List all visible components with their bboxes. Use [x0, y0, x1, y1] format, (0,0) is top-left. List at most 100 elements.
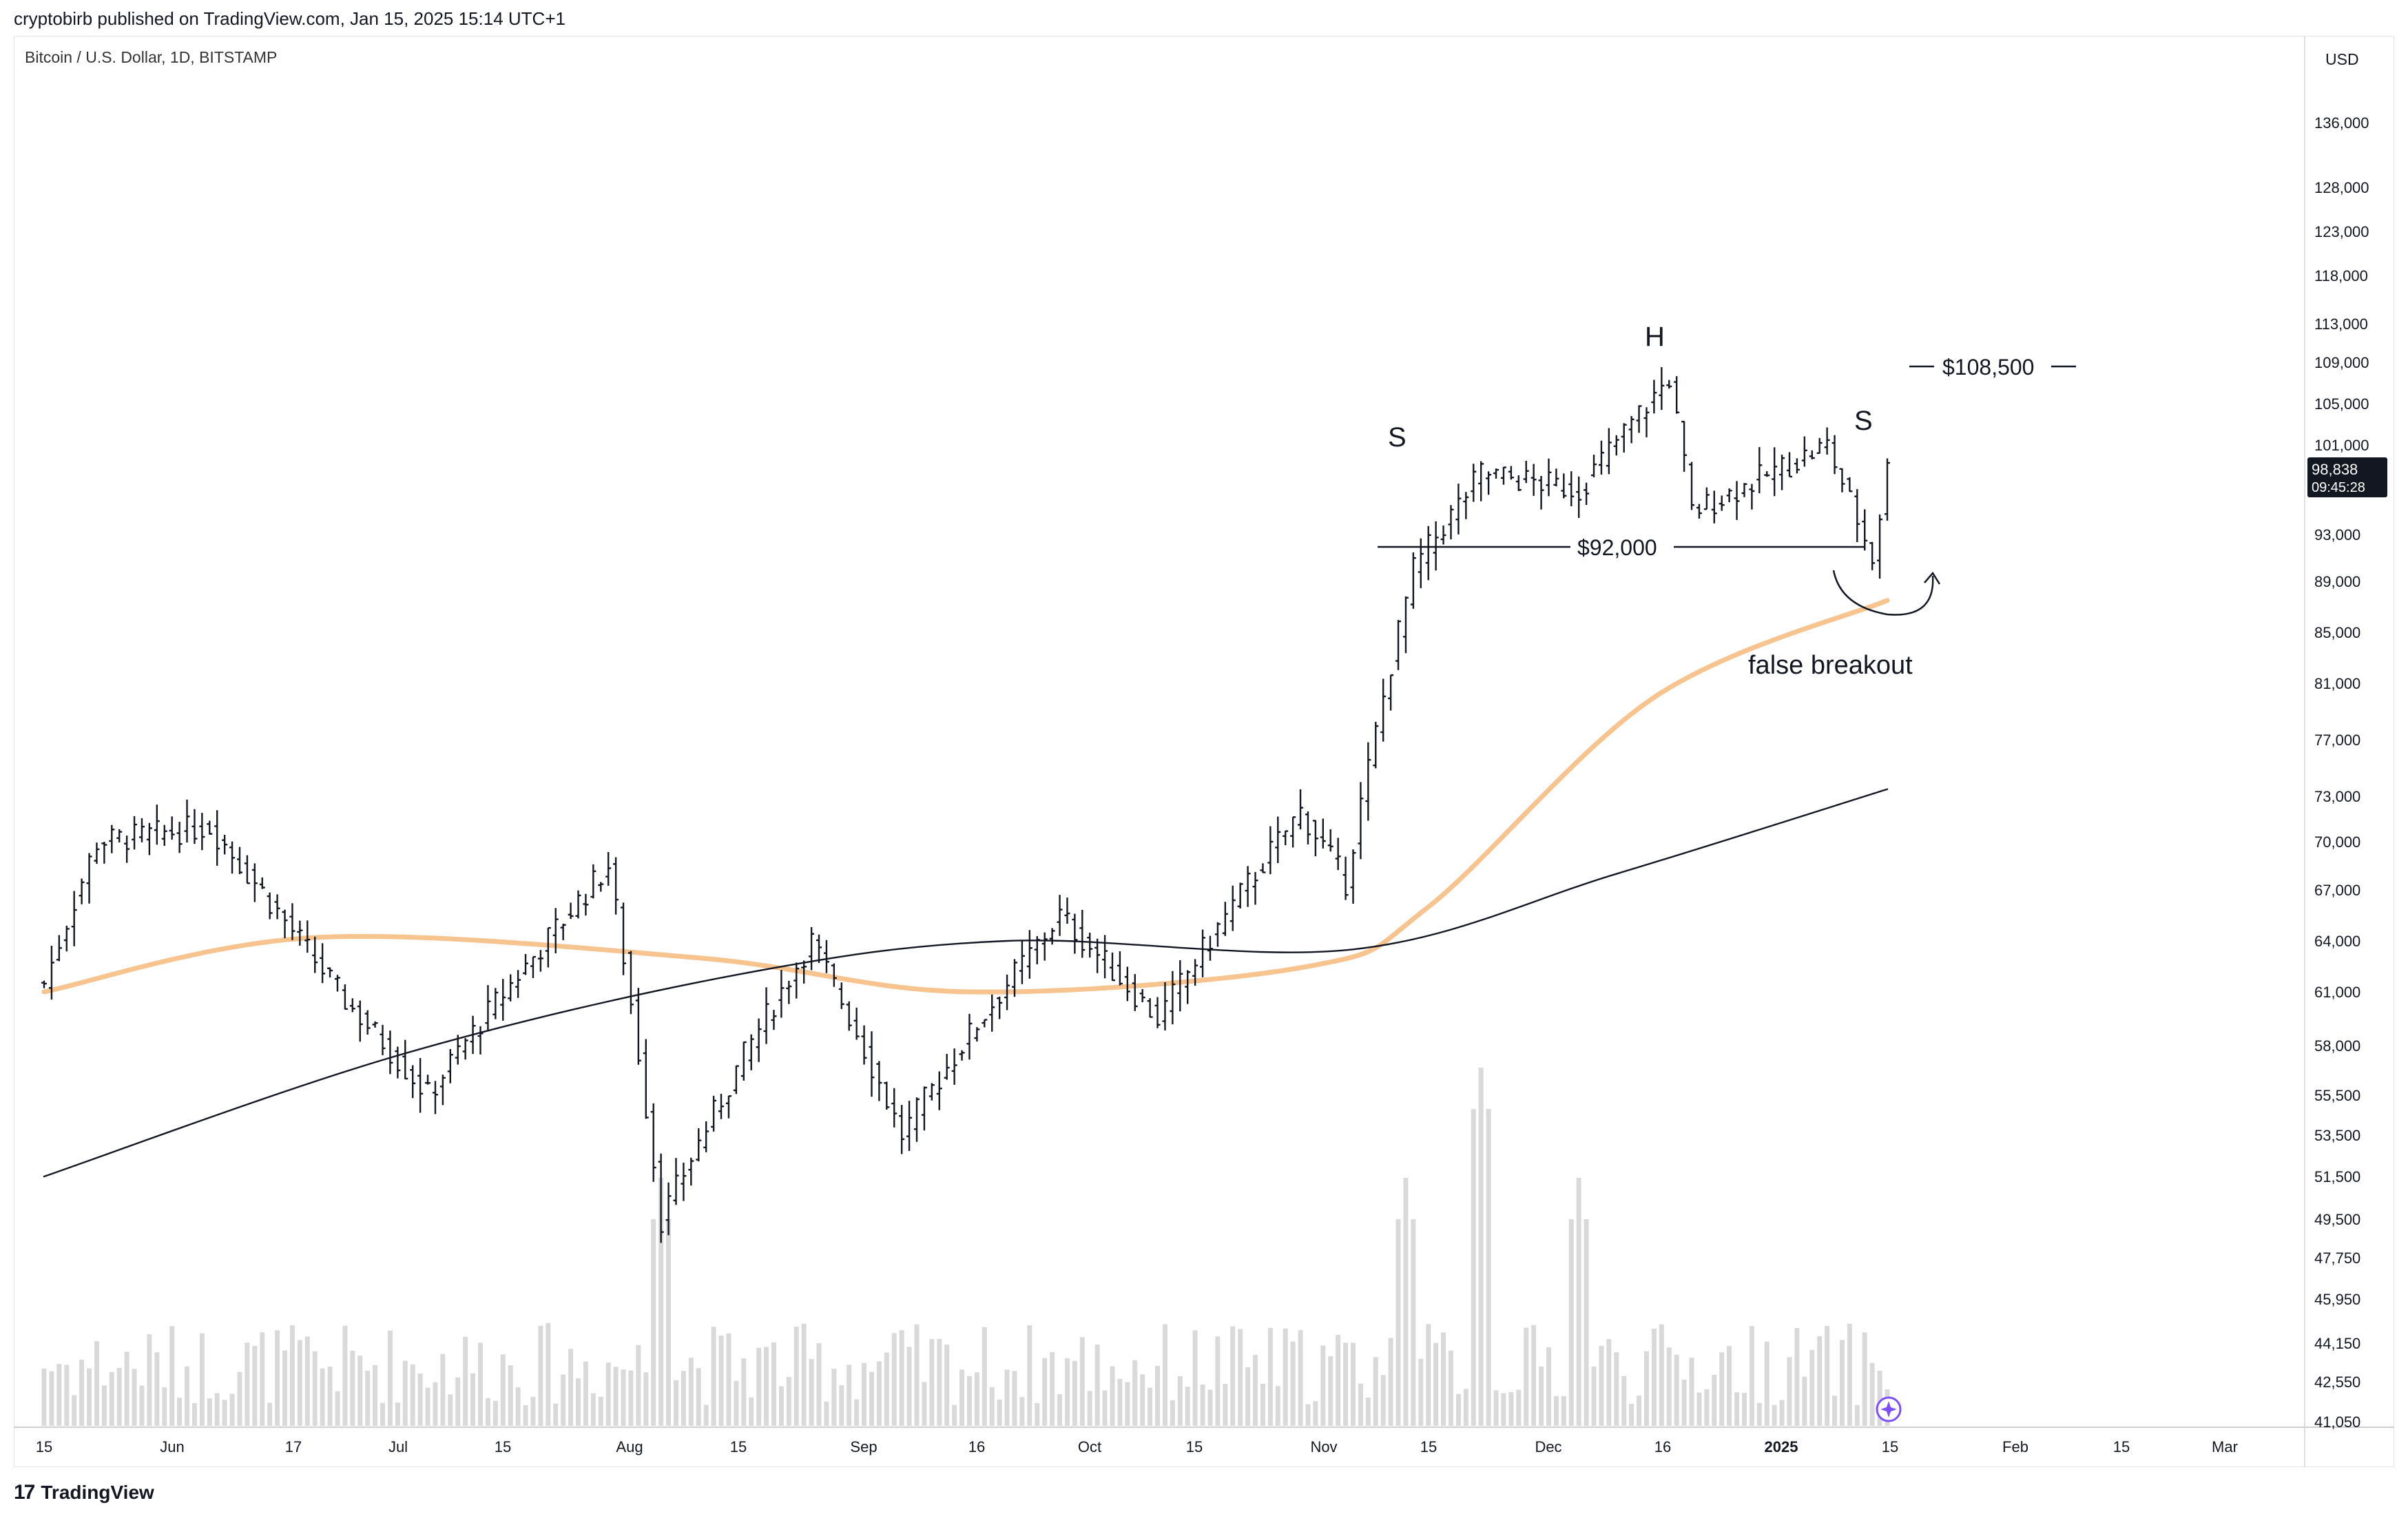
- ohlc-bar: [1772, 447, 1778, 497]
- volume-bar: [1418, 1358, 1424, 1426]
- volume-bar: [402, 1360, 408, 1426]
- price-tick-label: 41,050: [2314, 1413, 2360, 1431]
- time-tick-label: 15: [36, 1438, 52, 1455]
- head-label: H: [1645, 322, 1665, 352]
- ohlc-bar: [1576, 476, 1582, 518]
- volume-bar: [1471, 1109, 1476, 1426]
- volume-bar: [147, 1334, 152, 1426]
- volume-bar: [1591, 1366, 1597, 1426]
- volume-bar: [847, 1365, 852, 1426]
- time-tick-label: 15: [2113, 1438, 2130, 1455]
- volume-bar: [1072, 1360, 1077, 1426]
- ohlc-bar: [793, 962, 800, 999]
- volume-bar: [1802, 1376, 1807, 1426]
- volume-bar: [899, 1330, 904, 1426]
- volume-bar: [1704, 1389, 1710, 1426]
- footer-brand[interactable]: 17 TradingView: [14, 1481, 154, 1504]
- volume-bar: [621, 1369, 626, 1426]
- ohlc-bar: [48, 945, 54, 1000]
- ohlc-bar: [1885, 458, 1890, 521]
- ohlc-bar: [1147, 998, 1153, 1018]
- ohlc-bar: [1734, 481, 1740, 520]
- ohlc-bar: [1463, 492, 1469, 519]
- time-tick-label: 15: [495, 1438, 511, 1455]
- ohlc-bar: [1486, 471, 1492, 495]
- price-tick-label: 85,000: [2314, 624, 2360, 641]
- ohlc-bar: [109, 825, 115, 853]
- ohlc-bar: [552, 908, 559, 954]
- ohlc-bar: [176, 822, 183, 853]
- volume-bar: [749, 1397, 754, 1426]
- price-tick-label: 109,000: [2314, 354, 2369, 371]
- ohlc-bar: [1530, 464, 1537, 496]
- ohlc-bar: [1192, 959, 1198, 986]
- ohlc-bar: [1726, 488, 1732, 503]
- volume-bar: [801, 1323, 807, 1426]
- volume-bar: [109, 1371, 114, 1426]
- volume-bar: [711, 1327, 716, 1426]
- volume-bar: [395, 1402, 400, 1426]
- ohlc-bar: [146, 822, 152, 855]
- currency-label[interactable]: USD: [2325, 50, 2359, 68]
- ohlc-bar: [1312, 820, 1318, 857]
- volume-bar: [297, 1340, 302, 1426]
- ohlc-bar: [530, 955, 536, 978]
- ohlc-bar: [869, 1031, 875, 1097]
- countdown-value: 09:45:28: [2312, 480, 2365, 495]
- symbol-title: Bitcoin / U.S. Dollar, 1D, BITSTAMP: [25, 48, 278, 66]
- ohlc-bar: [1471, 464, 1477, 502]
- volume-bar: [613, 1367, 619, 1426]
- volume-bar: [1004, 1369, 1010, 1426]
- ohlc-bar: [1591, 455, 1597, 477]
- volume-bar: [199, 1333, 205, 1426]
- volume-bar: [1283, 1328, 1288, 1426]
- volume-bar: [515, 1387, 521, 1426]
- volume-bar: [191, 1403, 197, 1426]
- ohlc-bar: [417, 1058, 424, 1113]
- volume-bar: [1365, 1398, 1371, 1426]
- ohlc-bar: [1200, 929, 1206, 977]
- volume-bar: [1223, 1384, 1228, 1426]
- price-tick-label: 42,550: [2314, 1373, 2360, 1391]
- volume-bar: [1185, 1387, 1190, 1426]
- ohlc-bar: [1696, 504, 1702, 519]
- moving-average-layer: [41, 598, 1890, 1178]
- volume-bar: [1584, 1219, 1589, 1426]
- ohlc-bar: [876, 1061, 882, 1101]
- volume-bar: [1734, 1392, 1740, 1426]
- ohlc-bar: [605, 851, 612, 886]
- volume-bar: [1666, 1347, 1672, 1426]
- volume-bar: [862, 1362, 867, 1426]
- volume-bar: [583, 1361, 588, 1426]
- volume-bar: [1629, 1404, 1634, 1426]
- volume-bar: [1839, 1340, 1845, 1426]
- ohlc-bar: [966, 1013, 973, 1060]
- ohlc-bar: [1049, 928, 1055, 945]
- volume-bar: [1395, 1219, 1401, 1426]
- volume-bar: [605, 1362, 611, 1426]
- chart-frame: [14, 36, 2394, 1467]
- volume-bar: [959, 1369, 965, 1426]
- volume-bar: [839, 1385, 844, 1426]
- ohlc-bar: [650, 1103, 656, 1182]
- ohlc-bar: [831, 963, 837, 987]
- volume-bar: [245, 1342, 250, 1426]
- ohlc-bar: [1553, 468, 1559, 487]
- volume-bar: [380, 1402, 386, 1426]
- volume-bar: [455, 1377, 461, 1426]
- ohlc-bar: [523, 953, 529, 975]
- last-price-tag: [2307, 457, 2387, 497]
- volume-bar: [1079, 1337, 1085, 1426]
- ohlc-bar: [1185, 970, 1191, 1004]
- volume-bar: [214, 1393, 220, 1426]
- volume-bar: [778, 1386, 784, 1426]
- volume-bar: [410, 1364, 415, 1426]
- ohlc-bar: [1787, 452, 1793, 478]
- ohlc-bar: [455, 1035, 461, 1065]
- time-tick-label: 15: [1186, 1438, 1203, 1455]
- ohlc-bar: [1674, 376, 1680, 414]
- volume-bar: [124, 1351, 129, 1426]
- volume-bar: [1064, 1358, 1070, 1426]
- ohlc-bar: [116, 829, 123, 842]
